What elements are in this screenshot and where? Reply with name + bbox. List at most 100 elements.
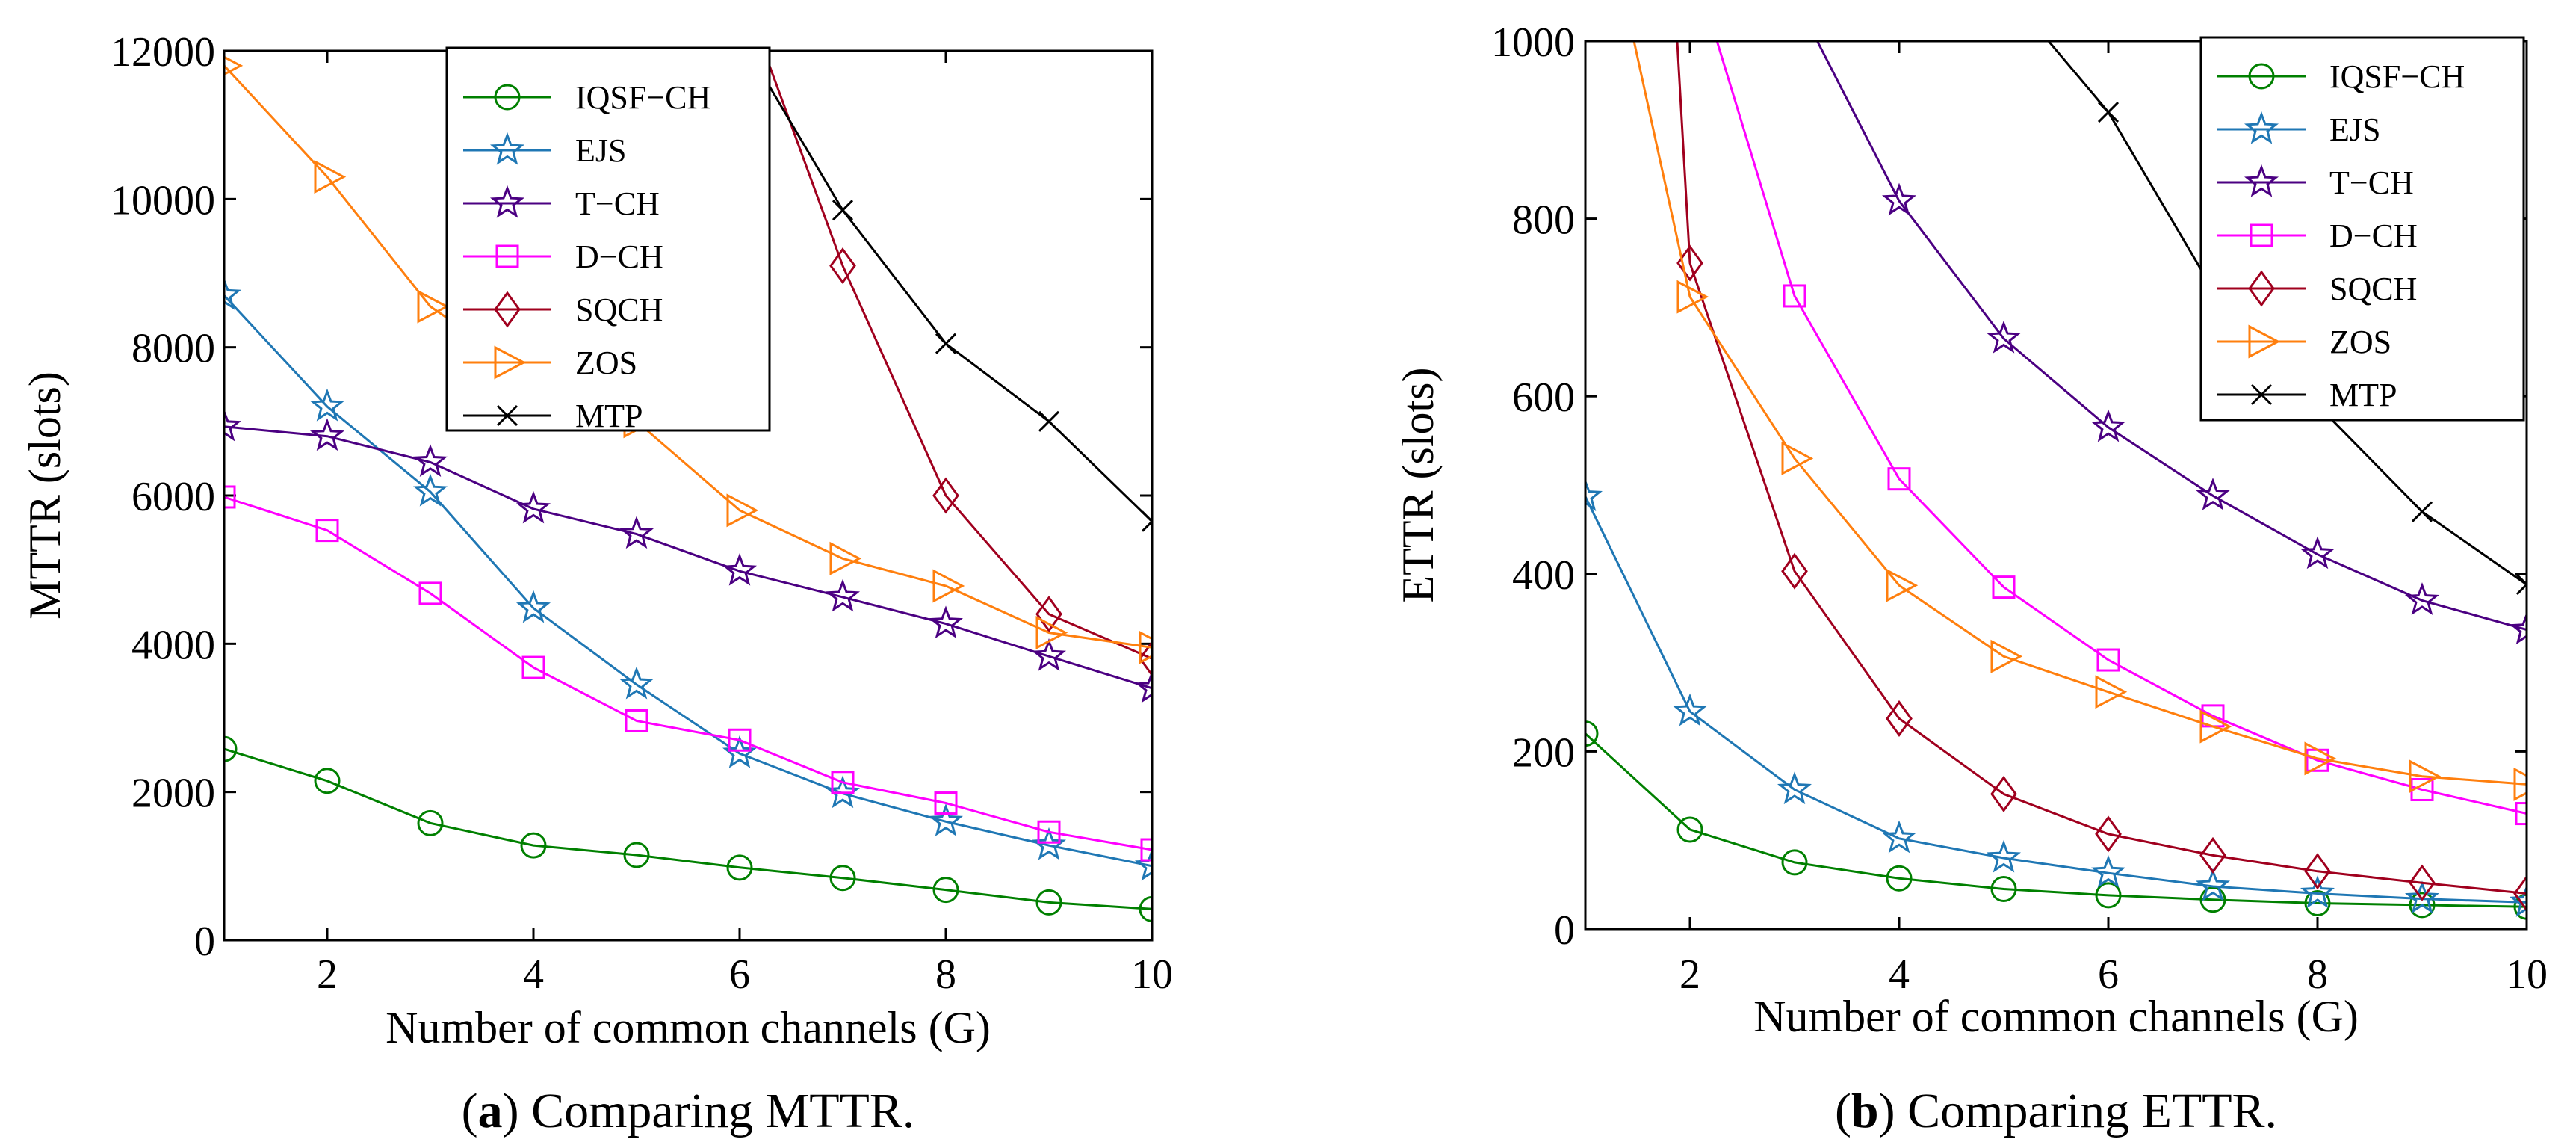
data-point-ejs — [1882, 820, 1916, 854]
panel-b-legend: IQSF−CH EJS T−CH D−CH SQCH ZOS MTP — [2199, 36, 2525, 422]
data-point-ejs — [2195, 868, 2231, 901]
legend-item-t-ch: T−CH — [2217, 164, 2414, 201]
data-point-sqch — [1139, 640, 1152, 677]
data-point-iqsf-ch — [314, 768, 341, 794]
legend-item-ejs: EJS — [2217, 111, 2380, 148]
data-point-sqch — [1035, 596, 1062, 633]
series-line-zos — [224, 64, 1152, 649]
series-line-iqsf-ch — [224, 747, 1152, 910]
legend-item-mtp: MTP — [2217, 377, 2397, 413]
data-point-zos — [417, 289, 450, 324]
data-point-iqsf-ch — [2199, 886, 2226, 913]
data-point-ejs — [1777, 771, 1812, 805]
y-tick-label: 10000 — [111, 177, 215, 223]
data-point-d-ch — [315, 519, 339, 543]
data-point-d-ch — [2515, 802, 2527, 826]
data-point-t-ch — [309, 418, 345, 451]
data-point-iqsf-ch — [1035, 889, 1062, 916]
panel-a-legend: IQSF−CH EJS T−CH D−CH SQCH ZOS MTP — [445, 46, 771, 434]
data-point-ejs — [224, 277, 242, 310]
data-point-iqsf-ch — [2513, 893, 2527, 920]
data-point-mtp — [2411, 501, 2433, 522]
data-point-d-ch — [728, 728, 752, 752]
legend-item-ejs: EJS — [463, 132, 626, 169]
data-point-zos — [1035, 615, 1068, 649]
data-point-zos — [2095, 675, 2128, 709]
legend-label: EJS — [575, 132, 626, 169]
x-tick-label: 6 — [2098, 951, 2119, 998]
data-point-t-ch — [619, 516, 654, 549]
legend-marker-t-ch — [489, 185, 525, 218]
data-point-zos — [1990, 639, 2023, 673]
data-point-zos — [2304, 741, 2337, 776]
legend-box — [445, 46, 771, 432]
series-mtp — [730, 26, 1152, 532]
panel-a-caption-text: Comparing MTTR. — [531, 1084, 914, 1138]
legend-item-mtp: MTP — [463, 398, 643, 434]
legend-label: EJS — [2329, 111, 2380, 148]
series-line-d-ch — [224, 496, 1152, 851]
data-point-iqsf-ch — [726, 854, 753, 881]
legend-label: MTP — [2329, 377, 2397, 413]
legend-marker-ejs — [489, 132, 525, 165]
data-point-sqch — [2304, 853, 2331, 890]
series-line-t-ch — [224, 425, 1152, 690]
y-tick-label: 0 — [194, 919, 215, 965]
series-line-t-ch — [1815, 41, 2527, 632]
series-line-sqch — [1676, 41, 2527, 895]
data-point-sqch — [829, 247, 856, 285]
data-point-t-ch — [1134, 670, 1152, 703]
data-point-iqsf-ch — [1990, 876, 2017, 903]
data-point-iqsf-ch — [1139, 895, 1152, 922]
data-point-t-ch — [2300, 536, 2335, 570]
legend-label: T−CH — [575, 185, 660, 222]
data-point-ejs — [619, 666, 654, 700]
legend-label: ZOS — [575, 345, 637, 381]
data-point-ejs — [1672, 693, 1708, 726]
panel-b-xlabel: Number of common channels (G) — [1753, 992, 2359, 1041]
panel-a-ylabel: MTTR (slots) — [20, 371, 69, 620]
data-point-zos — [224, 55, 244, 76]
data-point-d-ch — [1992, 575, 2016, 599]
legend-marker-sqch — [494, 291, 521, 328]
data-point-iqsf-ch — [932, 877, 959, 904]
data-point-sqch — [2513, 874, 2527, 913]
legend-marker-iqsf-ch — [494, 84, 521, 111]
data-point-zos — [2409, 759, 2442, 794]
data-point-d-ch — [1140, 838, 1152, 862]
data-point-sqch — [1990, 775, 2017, 812]
y-tick-label: 12000 — [111, 29, 215, 75]
data-point-t-ch — [2404, 582, 2440, 616]
data-point-ejs — [1986, 839, 2022, 873]
panel-b-ettr-chart: 0 200 400 600 800 1000 2 4 6 8 10 IQSF−CH EJS T−CH D−… — [1393, 19, 2548, 1138]
legend-marker-mtp — [2250, 383, 2273, 406]
legend-item-sqch: SQCH — [2217, 270, 2417, 307]
data-point-d-ch — [934, 791, 958, 815]
data-point-t-ch — [825, 578, 861, 612]
y-tick-label: 1000 — [1491, 19, 1575, 66]
data-point-mtp — [1038, 410, 1060, 432]
data-point-t-ch — [2090, 409, 2126, 442]
data-point-mtp — [730, 26, 749, 46]
y-tick-label: 2000 — [131, 771, 215, 817]
data-point-d-ch — [831, 771, 855, 794]
data-point-sqch — [1886, 700, 1913, 737]
data-point-t-ch — [1031, 638, 1067, 671]
data-point-t-ch — [1881, 182, 1917, 216]
legend-label: IQSF−CH — [2329, 58, 2465, 95]
legend-marker-d-ch — [2250, 223, 2273, 247]
x-tick-label: 8 — [2307, 951, 2328, 998]
series-iqsf-ch — [1585, 720, 2527, 920]
legend-item-iqsf-ch: IQSF−CH — [2217, 58, 2465, 95]
data-point-iqsf-ch — [1781, 849, 1808, 876]
series-d-ch — [1715, 41, 2527, 826]
data-point-sqch — [1781, 552, 1808, 590]
data-point-mtp — [832, 200, 854, 221]
legend-marker-ejs — [2244, 111, 2279, 144]
legend-label: IQSF−CH — [575, 79, 710, 116]
data-point-ejs — [2404, 880, 2440, 914]
legend-marker-mtp — [496, 404, 518, 427]
data-point-iqsf-ch — [417, 809, 444, 836]
x-tick-label: 8 — [935, 951, 956, 998]
series-line-sqch — [763, 51, 1152, 660]
